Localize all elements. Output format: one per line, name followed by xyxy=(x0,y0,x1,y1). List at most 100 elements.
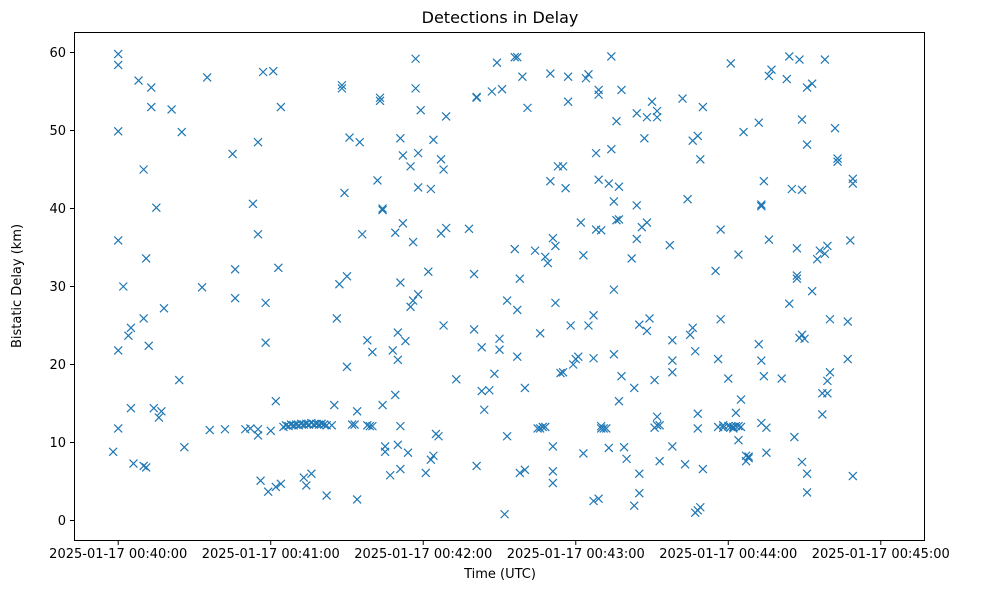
detection-point xyxy=(434,431,443,441)
detection-point xyxy=(205,425,215,435)
detection-point xyxy=(367,347,377,357)
detection-point xyxy=(123,331,133,341)
detection-point xyxy=(736,395,746,405)
detection-point xyxy=(665,240,675,250)
detection-point xyxy=(332,314,342,323)
detection-point xyxy=(167,105,177,114)
detection-point xyxy=(141,253,151,263)
detection-point xyxy=(693,409,703,419)
detection-point xyxy=(634,320,644,330)
detection-point xyxy=(113,126,123,136)
detection-point xyxy=(614,214,624,224)
detection-point xyxy=(629,501,639,511)
detection-point xyxy=(273,263,283,273)
detection-point xyxy=(365,421,375,431)
detection-point xyxy=(469,269,479,279)
detection-point xyxy=(589,496,598,506)
detection-point xyxy=(126,403,136,413)
detection-point xyxy=(276,102,286,112)
detection-point xyxy=(352,495,362,504)
detection-point xyxy=(833,154,842,164)
detection-point xyxy=(568,360,578,369)
detection-point xyxy=(393,328,403,337)
detection-point xyxy=(558,367,568,377)
detection-point xyxy=(113,60,123,70)
detection-point xyxy=(634,488,644,498)
detection-point xyxy=(596,225,606,235)
detection-point xyxy=(479,405,489,415)
detection-point xyxy=(388,346,398,355)
detection-point xyxy=(716,314,726,324)
detection-point xyxy=(797,115,807,125)
detection-point xyxy=(792,274,802,284)
detection-point xyxy=(362,335,372,345)
detection-point xyxy=(146,83,156,93)
detection-point xyxy=(495,345,504,355)
detection-point xyxy=(548,466,558,476)
detection-point xyxy=(614,182,624,192)
detection-point xyxy=(599,424,609,433)
detection-point xyxy=(220,424,230,434)
detection-point xyxy=(439,165,449,174)
detection-point xyxy=(408,237,418,247)
detection-point xyxy=(342,271,352,281)
detection-point xyxy=(642,326,652,336)
detection-point xyxy=(413,289,423,299)
detection-point xyxy=(352,406,362,416)
detection-point xyxy=(716,225,726,234)
detection-point xyxy=(822,376,832,386)
detection-point xyxy=(695,154,705,164)
detection-point xyxy=(797,330,807,340)
detection-point xyxy=(520,383,530,393)
detection-point xyxy=(545,69,555,78)
detection-point xyxy=(538,422,548,432)
detection-point xyxy=(144,341,154,351)
detection-point xyxy=(327,420,337,430)
detection-point xyxy=(667,367,677,377)
detection-point xyxy=(734,250,743,259)
detection-point xyxy=(683,194,693,204)
detection-point xyxy=(777,374,787,383)
detection-point xyxy=(759,176,769,186)
detection-point xyxy=(523,103,532,113)
detection-point xyxy=(784,51,794,61)
detection-point xyxy=(357,229,367,239)
detection-point xyxy=(395,464,405,474)
detection-point xyxy=(680,459,690,469)
detection-point xyxy=(606,51,616,61)
detection-point xyxy=(395,278,405,288)
detection-point xyxy=(825,367,835,377)
detection-point xyxy=(820,249,830,259)
detection-point xyxy=(604,179,614,188)
detection-point xyxy=(619,442,629,452)
detection-point xyxy=(393,355,403,365)
detection-point xyxy=(711,266,720,276)
detection-point xyxy=(428,135,438,145)
detection-point xyxy=(139,461,149,471)
detection-point xyxy=(589,310,598,320)
detection-point xyxy=(807,79,817,89)
detection-point xyxy=(263,487,273,497)
detection-point xyxy=(792,243,802,253)
x-tick-label: 2025-01-17 00:45:00 xyxy=(812,547,950,562)
detection-point xyxy=(825,314,835,324)
detection-point xyxy=(573,352,583,362)
detection-point xyxy=(256,476,265,486)
detection-point xyxy=(802,83,812,93)
detection-point xyxy=(378,205,387,215)
detection-point xyxy=(693,131,703,141)
detection-point xyxy=(667,441,677,451)
detection-point xyxy=(533,424,543,433)
detection-point xyxy=(495,334,504,344)
detection-point xyxy=(113,49,123,59)
detection-point xyxy=(550,241,560,251)
chart-title: Detections in Delay xyxy=(422,8,579,27)
detection-point xyxy=(591,148,601,158)
detection-point xyxy=(754,118,764,128)
detection-point xyxy=(340,188,349,198)
detection-point xyxy=(736,422,746,432)
detection-point xyxy=(632,200,642,210)
detection-point xyxy=(622,454,632,464)
detection-point xyxy=(822,241,832,251)
